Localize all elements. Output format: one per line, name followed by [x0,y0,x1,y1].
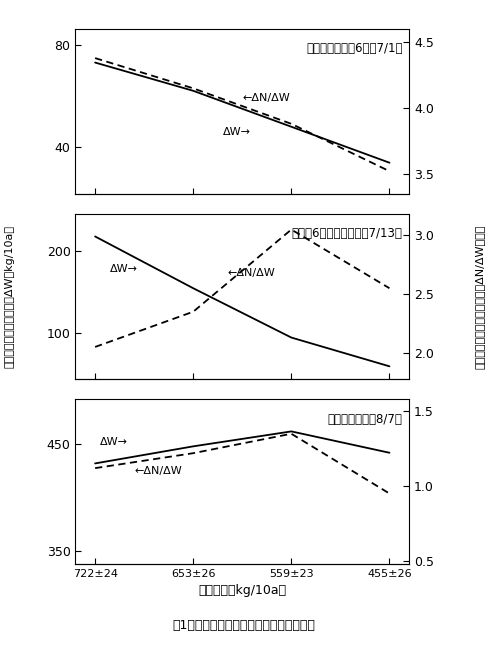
Text: 期間中の吸収窒素・乾物比（ΔN/ΔW：％）: 期間中の吸収窒素・乾物比（ΔN/ΔW：％） [475,224,485,369]
Text: ←ΔN/ΔW: ←ΔN/ΔW [227,268,275,278]
Text: ΔW→: ΔW→ [100,437,128,447]
Text: ←ΔN/ΔW: ←ΔN/ΔW [134,466,182,476]
Text: 幼形～出穂期（8/7）: 幼形～出穂期（8/7） [328,413,402,426]
Text: 生育期間中の乾物生産（ΔW：kg/10a）: 生育期間中の乾物生産（ΔW：kg/10a） [5,225,15,368]
Text: 分初（6葉）～幼形期（7/13）: 分初（6葉）～幼形期（7/13） [292,227,402,240]
Text: ΔW→: ΔW→ [223,127,251,137]
Text: 出芽～分初期（6葉、7/1）: 出芽～分初期（6葉、7/1） [306,42,402,55]
Text: ΔW→: ΔW→ [110,264,138,274]
Text: ←ΔN/ΔW: ←ΔN/ΔW [242,93,290,102]
Text: 図1　直播水稲の収量水準と乾物生産様式: 図1 直播水稲の収量水準と乾物生産様式 [172,619,315,632]
X-axis label: 収量水準（kg/10a）: 収量水準（kg/10a） [198,584,286,597]
